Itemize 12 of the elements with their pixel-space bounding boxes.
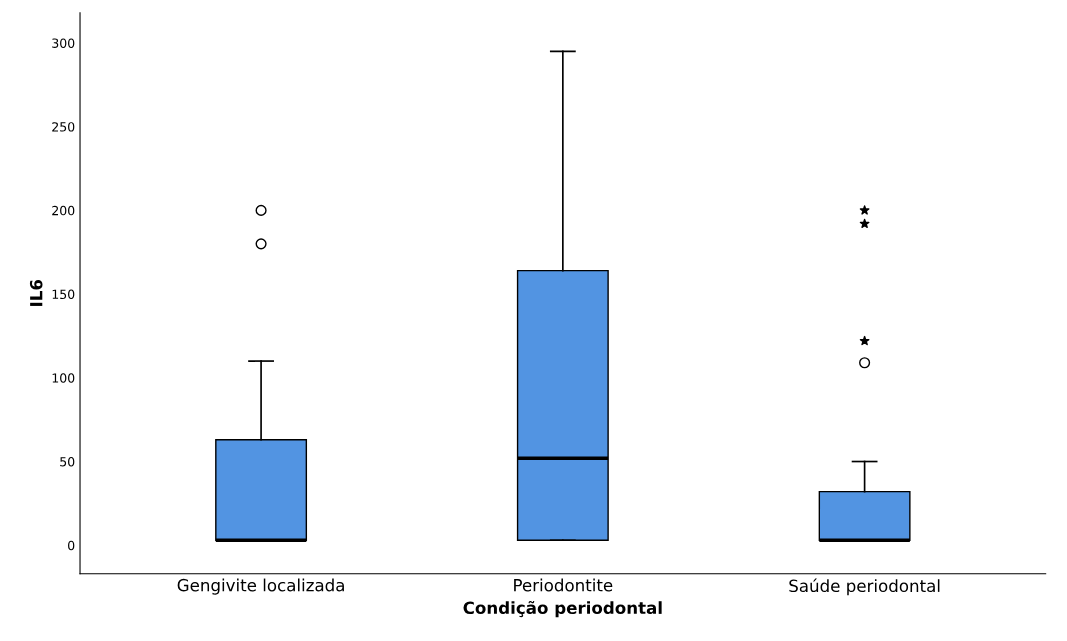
y-tick-label: 50 <box>60 456 75 467</box>
y-tick-label: 250 <box>52 122 75 132</box>
y-tick-label: 150 <box>52 289 75 300</box>
y-axis-title: IL6 <box>29 279 43 306</box>
y-tick-label: 0 <box>68 540 75 551</box>
x-tick-label: Saúde periodontal <box>789 578 940 596</box>
x-tick-label: Gengivite localizada <box>177 578 344 595</box>
x-tick-label: Periodontite <box>514 578 613 592</box>
y-tick-label: 100 <box>52 373 75 383</box>
y-tick-label: 200 <box>52 205 75 216</box>
y-tick-label: 300 <box>52 38 75 48</box>
x-axis-title: Condição periodontal <box>463 600 662 618</box>
